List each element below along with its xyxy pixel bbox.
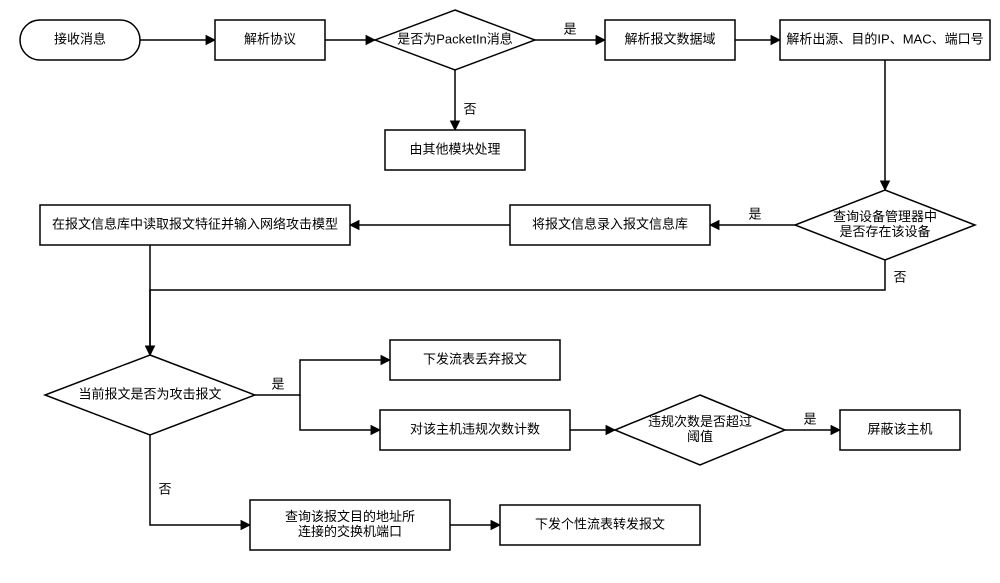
node-label: 解析出源、目的IP、MAC、端口号 [786, 31, 983, 46]
edge [150, 435, 250, 525]
node-label: 在报文信息库中读取报文特征并输入网络攻击模型 [52, 216, 338, 231]
node-countViol: 对该主机违规次数计数 [380, 410, 570, 450]
node-label: 将报文信息录入报文信息库 [532, 216, 688, 231]
edge-label: 是 [271, 376, 284, 391]
node-label: 当前报文是否为攻击报文 [78, 386, 221, 401]
node-label: 查询该报文目的地址所 [285, 509, 415, 524]
edge [300, 395, 380, 430]
node-label: 是否为PacketIn消息 [397, 31, 513, 46]
flowchart-canvas: 是否是否是是否接收消息解析协议是否为PacketIn消息解析报文数据域解析出源、… [0, 0, 1000, 583]
node-exceedThresh: 违规次数是否超过阈值 [615, 395, 785, 465]
node-parseData: 解析报文数据域 [605, 20, 735, 60]
node-storeInfo: 将报文信息录入报文信息库 [510, 205, 710, 245]
edge-label: 是 [803, 411, 816, 426]
edge-label: 否 [893, 269, 906, 284]
edge-label: 是 [748, 206, 761, 221]
node-isPacketIn: 是否为PacketIn消息 [375, 10, 535, 70]
node-label: 屏蔽该主机 [867, 421, 932, 436]
node-blockHost: 屏蔽该主机 [840, 410, 960, 450]
node-querySwitch: 查询该报文目的地址所连接的交换机端口 [250, 500, 450, 550]
node-otherModule: 由其他模块处理 [385, 130, 525, 170]
node-parseProto: 解析协议 [215, 20, 325, 60]
node-fwdFlow: 下发个性流表转发报文 [500, 505, 700, 545]
node-label: 解析协议 [244, 31, 296, 46]
node-dropFlow: 下发流表丢弃报文 [390, 340, 560, 380]
node-parseIP: 解析出源、目的IP、MAC、端口号 [780, 20, 990, 60]
node-label: 接收消息 [54, 31, 106, 46]
node-isAttack: 当前报文是否为攻击报文 [45, 355, 255, 435]
edge-label: 否 [158, 481, 171, 496]
node-label: 由其他模块处理 [409, 141, 500, 156]
node-label: 是否存在该设备 [839, 224, 930, 239]
node-label: 对该主机违规次数计数 [410, 421, 540, 436]
edge-label: 否 [463, 101, 476, 116]
node-start: 接收消息 [20, 20, 140, 60]
node-label: 连接的交换机端口 [298, 524, 402, 539]
node-deviceExists: 查询设备管理器中是否存在该设备 [795, 190, 975, 260]
node-label: 违规次数是否超过 [648, 414, 752, 429]
node-label: 阈值 [687, 429, 713, 444]
node-label: 下发个性流表转发报文 [535, 516, 665, 531]
node-label: 查询设备管理器中 [833, 209, 937, 224]
edge-label: 是 [563, 21, 576, 36]
node-label: 解析报文数据域 [624, 31, 715, 46]
node-label: 下发流表丢弃报文 [423, 351, 527, 366]
node-readFeature: 在报文信息库中读取报文特征并输入网络攻击模型 [40, 205, 350, 245]
